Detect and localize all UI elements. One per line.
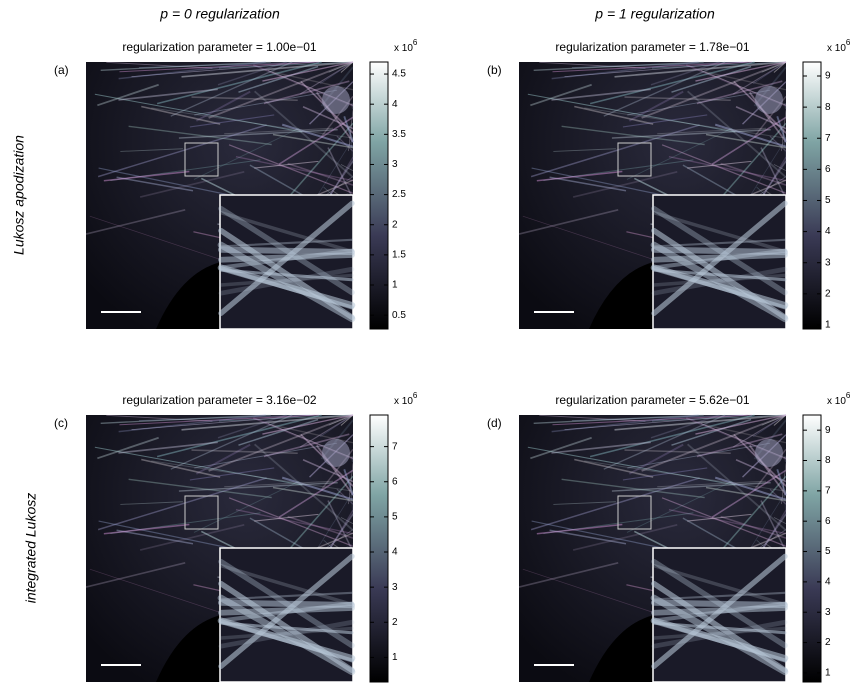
cell-blob — [322, 86, 350, 114]
panel-title: regularization parameter = 1.00e−01 — [122, 40, 316, 54]
colorbar-tick-label: 3 — [392, 582, 398, 593]
colorbar — [803, 62, 821, 329]
colorbar-tick-label: 6 — [825, 164, 831, 175]
colorbar-tick-label: 8 — [825, 102, 831, 113]
panel-label: (a) — [54, 63, 69, 77]
colorbar-tick-label: 4.5 — [392, 69, 406, 80]
multiplier-text: x 10 — [827, 43, 846, 54]
row-label: integrated Lukosz — [23, 493, 39, 604]
colorbar-multiplier: x 106 — [827, 38, 851, 54]
colorbar-tick-label: 5 — [825, 195, 831, 206]
cell-blob — [322, 439, 350, 467]
colorbar-tick-label: 7 — [392, 441, 398, 452]
column-header: p = 0 regularization — [159, 6, 280, 22]
colorbar-tick-label: 6 — [392, 476, 398, 487]
colorbar-tick-label: 9 — [825, 71, 831, 82]
colorbar — [370, 415, 388, 682]
colorbar-tick-label: 1 — [392, 280, 398, 291]
exponent: 6 — [846, 391, 851, 400]
multiplier-text: x 10 — [394, 43, 413, 54]
cell-blob — [755, 439, 783, 467]
cell-blob — [755, 86, 783, 114]
colorbar-tick-label: 5 — [392, 512, 398, 523]
inset-fiber — [221, 603, 352, 605]
panel-title: regularization parameter = 1.78e−01 — [555, 40, 749, 54]
colorbar-tick-label: 6 — [825, 516, 831, 527]
colorbar-tick-label: 7 — [825, 485, 831, 496]
panel-label: (d) — [487, 416, 502, 430]
inset-fiber — [654, 603, 785, 605]
panel-title: regularization parameter = 3.16e−02 — [122, 393, 316, 407]
micrograph — [86, 415, 353, 682]
colorbar-tick-label: 3 — [825, 607, 831, 618]
colorbar — [370, 62, 388, 329]
colorbar-tick-label: 7 — [825, 133, 831, 144]
colorbar-tick-label: 4 — [825, 226, 831, 237]
colorbar-tick-label: 3 — [392, 159, 398, 170]
column-header: p = 1 regularization — [594, 6, 715, 22]
colorbar-tick-label: 2 — [825, 288, 831, 299]
colorbar-tick-label: 2 — [825, 637, 831, 648]
multiplier-text: x 10 — [827, 396, 846, 407]
colorbar-tick-label: 2 — [392, 617, 398, 628]
colorbar-tick-label: 4 — [392, 99, 398, 110]
panel-label: (b) — [487, 63, 502, 77]
panel-title: regularization parameter = 5.62e−01 — [555, 393, 749, 407]
colorbar-multiplier: x 106 — [394, 391, 418, 407]
exponent: 6 — [413, 38, 418, 47]
colorbar-tick-label: 8 — [825, 455, 831, 466]
colorbar-tick-label: 1 — [825, 668, 831, 679]
colorbar-tick-label: 5 — [825, 546, 831, 557]
inset-fiber — [654, 250, 785, 252]
colorbar — [803, 415, 821, 682]
multiplier-text: x 10 — [394, 396, 413, 407]
exponent: 6 — [413, 391, 418, 400]
panel-label: (c) — [54, 416, 68, 430]
micrograph — [519, 415, 786, 682]
colorbar-multiplier: x 106 — [827, 391, 851, 407]
figure: p = 0 regularization p = 1 regularizatio… — [0, 0, 857, 700]
colorbar-tick-label: 1.5 — [392, 250, 406, 261]
colorbar-multiplier: x 106 — [394, 38, 418, 54]
colorbar-tick-label: 4 — [392, 547, 398, 558]
colorbar-tick-label: 2.5 — [392, 189, 406, 200]
colorbar-tick-label: 3 — [825, 257, 831, 268]
exponent: 6 — [846, 38, 851, 47]
inset-fiber — [221, 250, 352, 252]
colorbar-tick-label: 3.5 — [392, 129, 406, 140]
colorbar-tick-label: 0.5 — [392, 310, 406, 321]
colorbar-tick-label: 1 — [392, 652, 398, 663]
colorbar-tick-label: 4 — [825, 577, 831, 588]
colorbar-tick-label: 1 — [825, 320, 831, 331]
row-label: Lukosz apodization — [11, 135, 27, 255]
micrograph — [86, 62, 353, 329]
micrograph — [519, 62, 786, 329]
colorbar-tick-label: 9 — [825, 425, 831, 436]
colorbar-tick-label: 2 — [392, 219, 398, 230]
